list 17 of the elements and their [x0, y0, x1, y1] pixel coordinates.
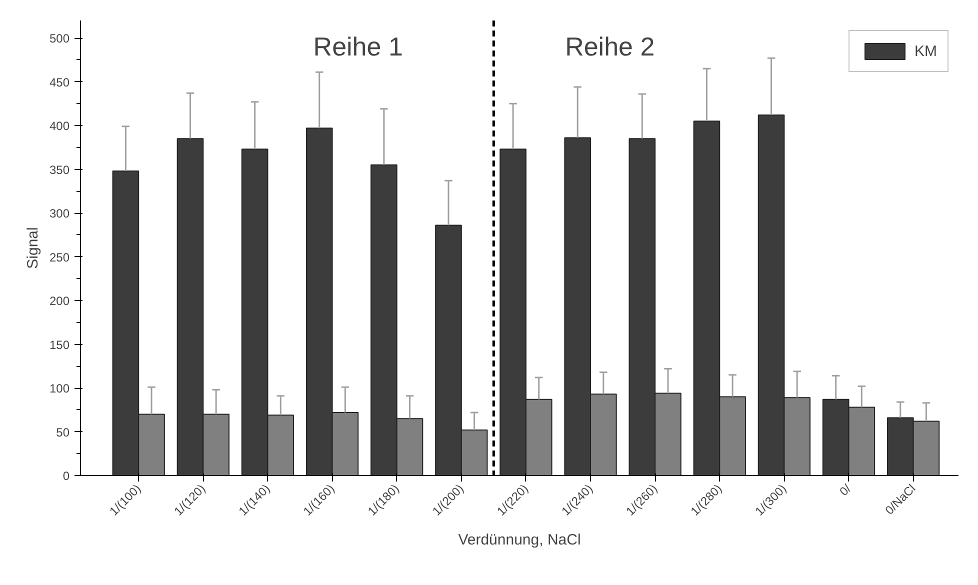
y-tick-label: 150	[49, 338, 70, 352]
y-tick-label: 50	[56, 425, 70, 440]
legend-label: KM	[914, 42, 937, 60]
annotation: Reihe 2	[565, 31, 655, 62]
y-tick-label: 0	[62, 469, 70, 483]
y-tick-label: 100	[49, 382, 70, 396]
y-tick-label: 300	[49, 206, 70, 220]
annotation: Reihe 1	[313, 31, 403, 62]
y-tick-label: 450	[49, 75, 70, 90]
x-axis-title: Verdünnung, NaCl	[458, 531, 581, 548]
y-tick-label: 500	[49, 32, 70, 46]
y-tick-label: 400	[49, 119, 70, 133]
x-tick-label: 0/	[836, 481, 854, 499]
y-tick-label: 200	[49, 294, 70, 308]
y-tick-label: 250	[49, 250, 70, 264]
y-axis-title: Signal	[24, 227, 42, 269]
y-tick-label: 350	[49, 162, 70, 177]
